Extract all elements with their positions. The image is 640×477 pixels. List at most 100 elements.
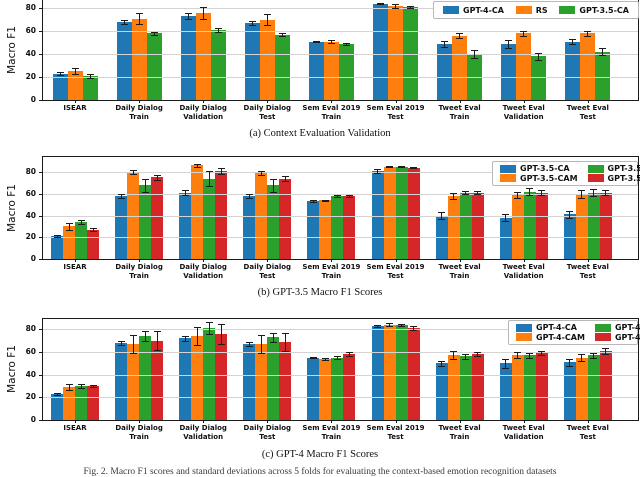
error-bar-cap xyxy=(217,323,225,325)
error-bar xyxy=(56,392,58,396)
error-bar xyxy=(196,163,198,168)
error-bar xyxy=(144,331,146,341)
error-bar-cap xyxy=(345,356,353,358)
error-bar-cap xyxy=(505,39,513,41)
x-tick-mark xyxy=(331,259,333,262)
error-bar-cap xyxy=(502,220,510,222)
bar xyxy=(267,337,280,420)
x-tick-mark xyxy=(395,420,397,423)
x-tick-label-line: Test xyxy=(579,271,596,280)
x-tick-mark xyxy=(139,100,141,103)
error-bar-cap xyxy=(129,173,137,175)
y-tick-mark xyxy=(39,193,42,195)
x-tick-label: Sem Eval 2019 Train xyxy=(289,104,373,121)
x-tick-label: ISEAR xyxy=(33,104,117,113)
bar xyxy=(191,336,204,420)
x-tick-label-line: Daily Dialog xyxy=(179,424,227,432)
error-bar-cap xyxy=(333,356,341,358)
error-bar xyxy=(132,334,134,354)
error-bar-cap xyxy=(327,40,335,42)
error-bar xyxy=(330,40,332,43)
error-bar xyxy=(260,334,262,354)
error-bar-cap xyxy=(141,191,149,193)
error-bar-cap xyxy=(327,42,335,44)
bar xyxy=(52,73,68,100)
error-bar-cap xyxy=(474,194,482,196)
bar xyxy=(51,236,63,259)
x-tick-label-line: Validation xyxy=(183,432,224,441)
error-bar-cap xyxy=(398,323,405,325)
legend-item: GPT-3.5-MM xyxy=(587,174,640,183)
error-bar-cap xyxy=(53,237,61,239)
x-tick-label-line: Test xyxy=(387,432,404,441)
error-bar-cap xyxy=(321,357,329,359)
error-bar-cap xyxy=(129,353,137,355)
error-bar-cap xyxy=(53,392,61,394)
error-bar-cap xyxy=(77,223,85,225)
error-bar xyxy=(441,360,443,366)
error-bar-cap xyxy=(309,358,317,360)
error-bar xyxy=(251,20,253,26)
x-tick-label: Daily Dialog Test xyxy=(225,424,309,441)
bar xyxy=(215,333,228,420)
error-bar-cap xyxy=(205,170,213,172)
legend-label: GPT-3.5-CAM xyxy=(520,173,578,183)
bar xyxy=(139,336,152,420)
x-tick-label: Sem Eval 2019 Test xyxy=(354,263,438,280)
y-axis-label: Macro F1 xyxy=(6,26,18,74)
x-tick-label-line: Validation xyxy=(503,112,544,121)
error-bar-cap xyxy=(199,19,207,21)
error-bar-cap xyxy=(86,77,94,79)
error-bar-cap xyxy=(345,194,353,196)
error-bar xyxy=(248,194,250,198)
y-tick-mark xyxy=(39,100,42,101)
bar xyxy=(388,5,403,100)
error-bar-cap xyxy=(181,336,189,337)
bar xyxy=(255,343,268,420)
error-bar xyxy=(377,324,378,327)
error-bar-cap xyxy=(590,196,598,198)
x-tick-label-line: Daily Dialog xyxy=(115,424,163,432)
legend-item: RS xyxy=(515,6,548,15)
bar xyxy=(459,192,472,259)
y-tick-mark xyxy=(39,31,42,33)
error-bar-cap xyxy=(374,326,381,328)
error-bar xyxy=(312,200,314,203)
error-bar-cap xyxy=(269,341,277,343)
error-bar-cap xyxy=(342,42,350,44)
x-tick-label: Tweet Eval Train xyxy=(418,263,502,280)
error-bar-cap xyxy=(474,351,482,353)
legend-item: GPT-3.5-CAM xyxy=(500,174,578,183)
error-bar xyxy=(517,191,519,199)
axis-spine-top xyxy=(42,318,639,319)
x-tick-label: Tweet Eval Validation xyxy=(482,104,566,121)
legend: GPT-4-CA RS GPT-3.5-CA xyxy=(433,1,639,19)
x-tick-label: Tweet Eval Test xyxy=(546,263,630,280)
bar xyxy=(407,328,420,420)
y-tick-label: 20 xyxy=(25,232,36,242)
error-bar xyxy=(80,384,82,388)
error-bar-cap xyxy=(89,228,97,229)
bar xyxy=(343,354,356,420)
x-tick-label-line: Sem Eval 2019 xyxy=(366,424,425,432)
bar xyxy=(447,195,460,259)
bar xyxy=(501,43,517,100)
error-bar-cap xyxy=(89,387,97,389)
error-bar-cap xyxy=(263,25,271,27)
x-tick-mark xyxy=(75,259,76,262)
error-bar-cap xyxy=(526,188,534,190)
legend-item: GPT-3.5-CA xyxy=(500,164,578,173)
x-tick-mark xyxy=(139,420,141,423)
legend-swatch-icon xyxy=(500,174,516,183)
bar xyxy=(343,195,356,259)
gridline xyxy=(42,397,638,399)
bar xyxy=(599,350,612,420)
error-bar-cap xyxy=(578,189,586,191)
error-bar-cap xyxy=(141,178,149,180)
error-bar-cap xyxy=(438,211,446,213)
error-bar-cap xyxy=(374,324,381,326)
error-bar-cap xyxy=(245,341,253,343)
error-bar-cap xyxy=(321,359,329,361)
error-bar-cap xyxy=(462,354,470,356)
